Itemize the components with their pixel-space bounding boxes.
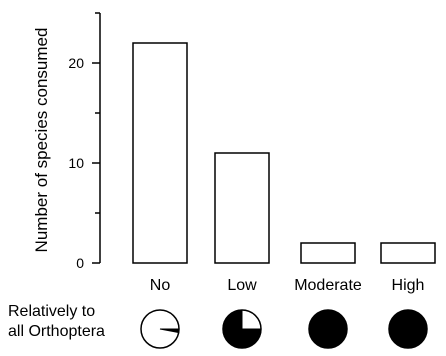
y-axis: 0 10 20 [68, 12, 101, 271]
y-tick-label: 0 [76, 255, 84, 271]
pie-moderate [306, 307, 350, 351]
bar-no [132, 42, 188, 264]
y-ticks: 0 10 20 [68, 12, 100, 271]
pie-no [138, 307, 182, 351]
pie-low [220, 307, 264, 351]
y-axis-label: Number of species consumed [32, 28, 51, 253]
bar-moderate [300, 242, 356, 264]
x-tick-label-low: Low [227, 277, 257, 294]
bar-chart: 0 10 20 Number of species consumed No Low Mo… [32, 12, 436, 294]
pie-outline [388, 309, 428, 349]
x-tick-label-moderate: Moderate [294, 277, 362, 294]
bar-low [214, 152, 270, 264]
pie-outline [308, 309, 348, 349]
pie-slice [159, 328, 180, 334]
y-tick-label: 20 [68, 55, 84, 71]
pie-slice [222, 309, 262, 349]
pie-high [386, 307, 430, 351]
x-tick-labels: No Low Moderate High [150, 277, 425, 294]
relative-label-line2: all Orthoptera [8, 323, 105, 340]
relative-label-line1: Relatively to [8, 303, 96, 320]
y-tick-label: 10 [68, 155, 84, 171]
bar-high [380, 242, 436, 264]
x-tick-label-no: No [150, 277, 171, 294]
relative-row-label: Relatively to all Orthoptera [8, 302, 113, 342]
bars [132, 42, 436, 264]
x-tick-label-high: High [392, 277, 425, 294]
